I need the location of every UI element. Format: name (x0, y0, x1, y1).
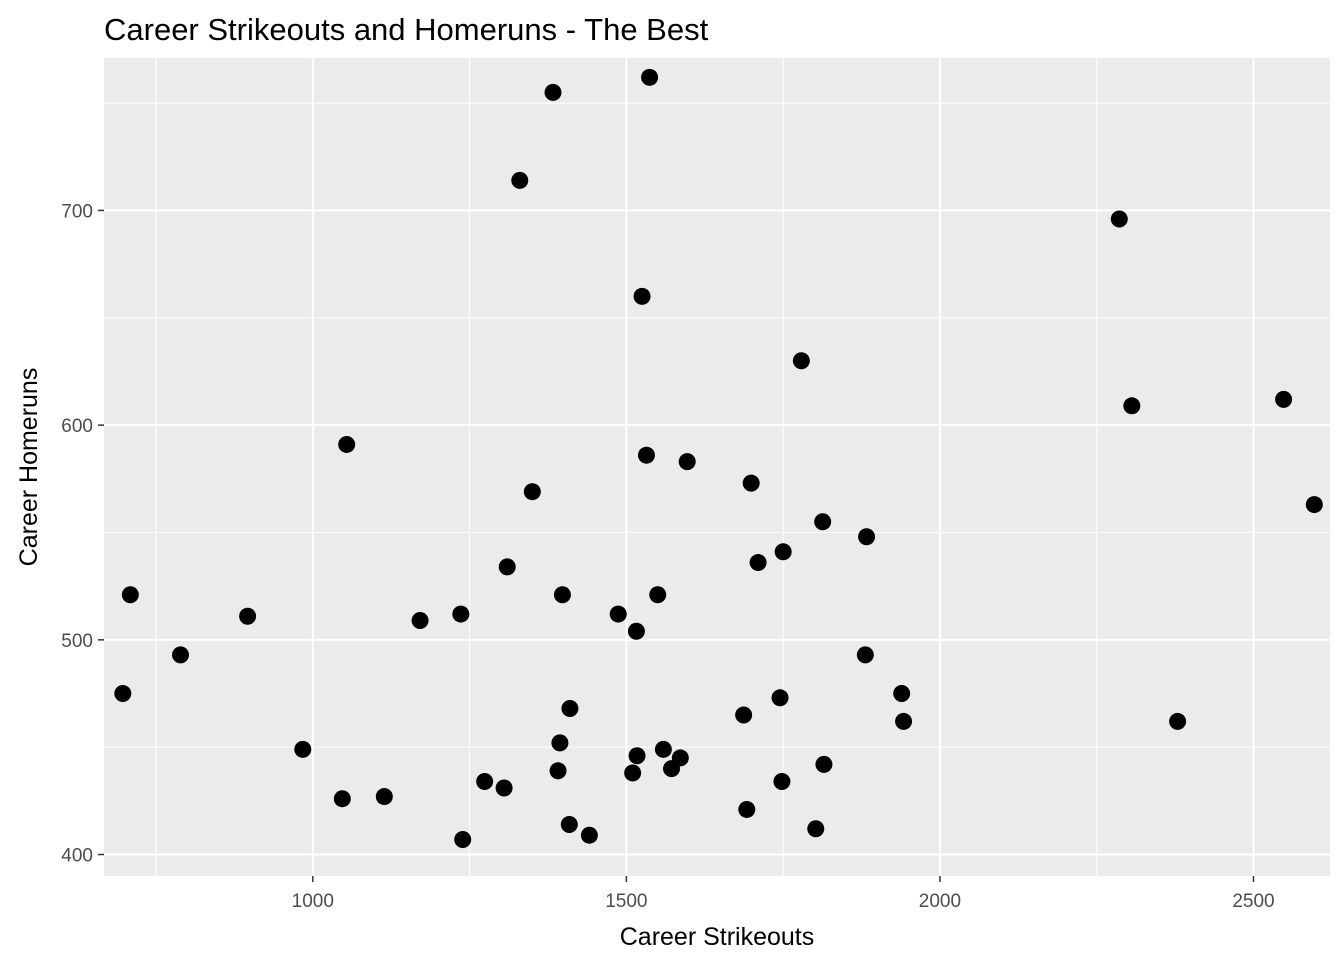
data-point (411, 612, 429, 630)
data-point (544, 83, 562, 101)
data-point (856, 646, 874, 664)
data-point (814, 513, 832, 531)
x-tick-label: 2500 (1232, 891, 1274, 912)
data-point (452, 605, 470, 623)
data-point (121, 586, 139, 604)
data-point (549, 762, 567, 780)
x-axis: 1000 1500 2000 2500 (292, 876, 1275, 912)
y-tick-label: 400 (61, 846, 93, 867)
data-point (609, 605, 627, 623)
data-point (735, 706, 753, 724)
x-tick-label: 1500 (605, 891, 647, 912)
data-point (239, 607, 257, 625)
data-point (858, 528, 876, 546)
data-point (338, 435, 356, 453)
data-point (654, 740, 672, 758)
data-point (454, 831, 472, 849)
x-axis-title: Career Strikeouts (620, 923, 815, 951)
data-point (749, 554, 767, 572)
data-point (771, 689, 789, 707)
data-point (627, 622, 645, 640)
data-point (633, 287, 651, 305)
chart-title: Career Strikeouts and Homeruns - The Bes… (104, 12, 709, 47)
data-point (561, 700, 579, 718)
data-point (551, 734, 569, 752)
data-point (637, 446, 655, 464)
data-point (580, 826, 598, 844)
data-point (476, 773, 494, 791)
y-axis-title: Career Homeruns (15, 368, 43, 567)
data-point (495, 779, 513, 797)
x-tick-label: 2000 (919, 891, 961, 912)
data-point (678, 453, 696, 471)
data-point (498, 558, 516, 576)
data-point (553, 586, 571, 604)
grid-major (104, 58, 1330, 876)
data-point (641, 68, 659, 86)
data-points (114, 68, 1323, 849)
data-point (511, 171, 529, 189)
data-point (773, 773, 791, 791)
data-point (1275, 390, 1293, 408)
data-point (1169, 712, 1187, 730)
plot-panel (104, 58, 1330, 876)
y-tick-label: 600 (61, 416, 93, 437)
y-tick-label: 700 (61, 201, 93, 222)
data-point (649, 586, 667, 604)
data-point (807, 820, 825, 838)
data-point (523, 483, 541, 501)
y-axis: 400 500 600 700 (61, 201, 104, 867)
data-point (1305, 496, 1323, 514)
data-point (375, 788, 393, 806)
data-point (172, 646, 190, 664)
data-point (893, 685, 911, 703)
data-point (895, 712, 913, 730)
y-tick-label: 500 (61, 631, 93, 652)
data-point (792, 352, 810, 370)
data-point (624, 764, 642, 782)
data-point (294, 740, 312, 758)
data-point (560, 815, 578, 833)
data-point (333, 790, 351, 808)
data-point (1110, 210, 1128, 228)
data-point (774, 543, 792, 561)
data-point (114, 685, 132, 703)
data-point (815, 755, 833, 773)
x-tick-label: 1000 (292, 891, 334, 912)
data-point (742, 474, 760, 492)
data-point (628, 747, 646, 765)
data-point (738, 800, 756, 818)
data-point (663, 760, 681, 778)
data-point (1123, 397, 1141, 415)
